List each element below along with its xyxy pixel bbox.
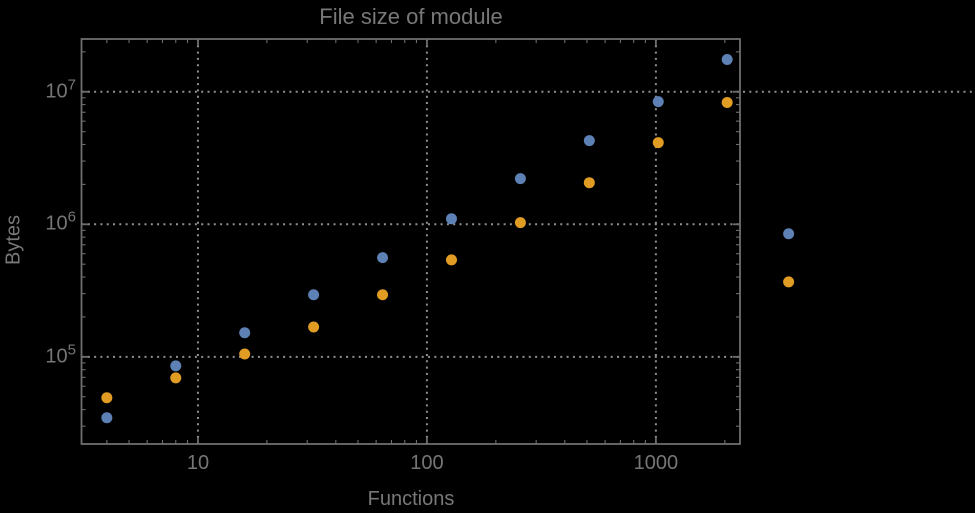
- orange-data-point: [721, 97, 733, 109]
- x-tick-label: 100: [410, 452, 444, 474]
- blue-data-point: [514, 173, 526, 185]
- orange-data-point: [445, 254, 457, 266]
- y-tick-mantissa: 10: [45, 212, 68, 235]
- y-tick-exponent: 7: [67, 76, 76, 94]
- y-axis-label: Bytes: [2, 214, 25, 266]
- blue-data-point: [170, 360, 182, 372]
- blue-data-point: [721, 54, 733, 66]
- orange-data-point: [514, 217, 526, 229]
- y-tick-exponent: 5: [67, 341, 76, 359]
- plot-frame: [80, 38, 741, 445]
- blue-data-point: [308, 289, 320, 301]
- blue-data-point: [239, 327, 251, 339]
- orange-data-point: [583, 177, 595, 189]
- y-tick-mantissa: 10: [45, 80, 68, 103]
- chart-title: File size of module: [319, 4, 503, 29]
- y-tick-mantissa: 10: [45, 345, 68, 368]
- blue-data-point: [583, 135, 595, 147]
- x-tick-label: 1000: [633, 452, 679, 474]
- y-tick-label: 105: [0, 341, 76, 368]
- y-tick-exponent: 6: [67, 208, 76, 226]
- blue-data-point: [652, 96, 664, 108]
- blue-data-point: [783, 228, 795, 240]
- orange-data-point: [783, 276, 795, 288]
- orange-data-point: [101, 392, 113, 404]
- x-tick-label: 10: [186, 452, 210, 474]
- blue-data-point: [445, 213, 457, 225]
- orange-data-point: [308, 321, 320, 333]
- orange-data-point: [239, 348, 251, 360]
- x-axis-label: Functions: [367, 488, 455, 510]
- orange-data-point: [170, 372, 182, 384]
- orange-data-point: [377, 289, 389, 301]
- blue-data-point: [101, 412, 113, 424]
- blue-data-point: [377, 252, 389, 264]
- y-tick-label: 106: [0, 209, 76, 236]
- orange-data-point: [652, 137, 664, 149]
- y-tick-label: 107: [0, 76, 76, 103]
